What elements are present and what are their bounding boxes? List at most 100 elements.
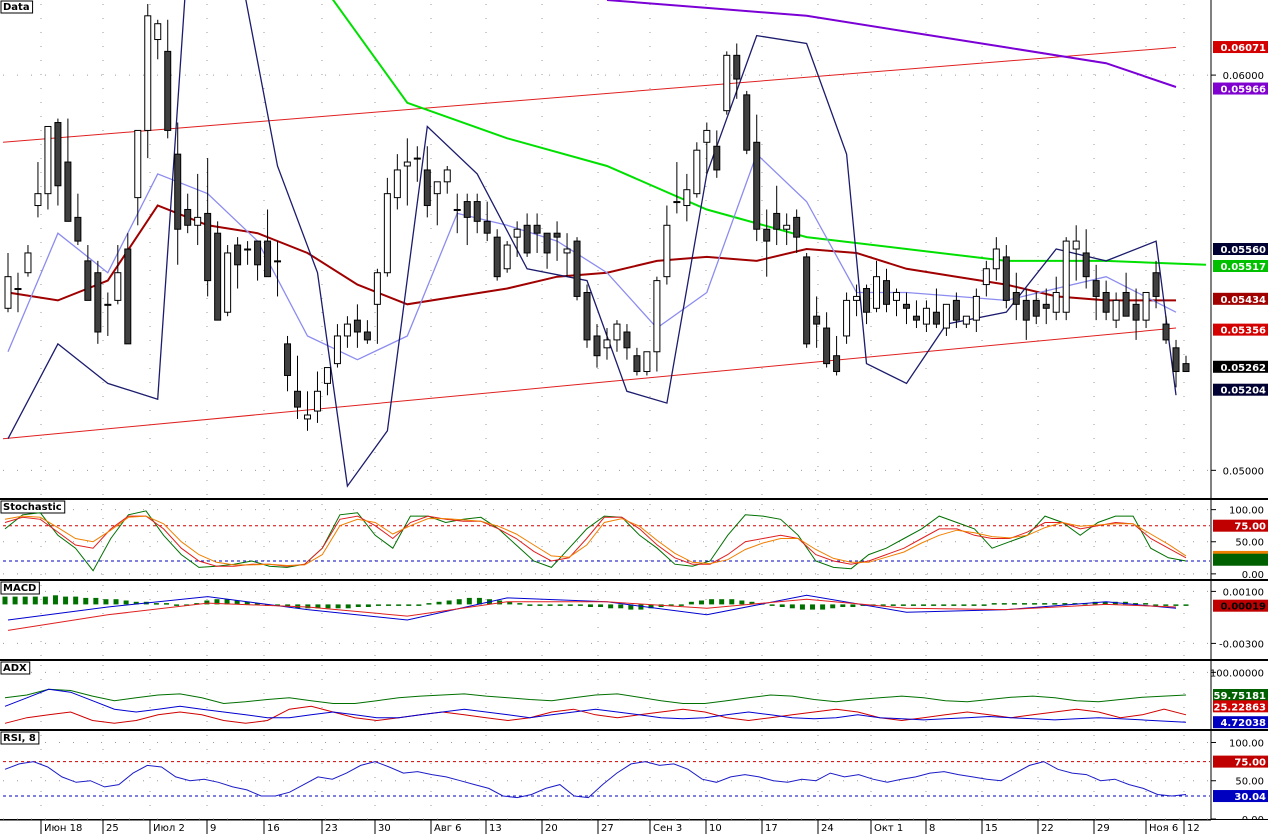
value-tag: 0.05204 [1213,383,1268,397]
panel-stochastic: 100.00 50.00 0.00 Stochastic [0,500,1268,581]
candle [144,3,152,159]
candle [763,209,771,277]
macd-histogram-bar [749,601,755,605]
candle [793,209,801,253]
y-tick-label: 100.00000 [1210,668,1264,679]
candle-body [813,315,821,325]
macd-histogram-bar [719,599,725,605]
candle [603,328,611,360]
x-tick-label: Окт 1 [874,823,903,834]
value-tag-label: 0.06071 [1220,43,1266,54]
candle-body [613,323,621,341]
candle-body [154,23,162,41]
candle-body [883,280,891,305]
x-tick-label: 22 [1041,823,1054,834]
candle-body [873,276,881,309]
candle [733,43,741,99]
panel-title-box [0,731,40,745]
value-tag-label: 0.05560 [1220,245,1266,256]
candle-body [1152,272,1160,297]
macd-histogram-bar [941,604,947,606]
candle-body [353,319,361,333]
candle [1052,276,1060,321]
candle [543,232,551,269]
x-tick-label: 17 [765,823,778,834]
x-tick-label: 27 [601,823,614,834]
macd-histogram-bar [436,601,442,605]
candle [783,213,791,246]
macd-histogram-bar [537,604,543,606]
macd-histogram-bar [850,604,856,607]
value-tag-box [1213,755,1268,768]
panel-title: ADX [3,663,27,674]
candle-body [214,232,222,321]
panel-title-box [0,661,31,675]
candle [982,260,990,297]
x-tick-label: Ноя 6 [1149,823,1178,834]
candle [573,237,581,301]
macd-histogram-bar [527,604,533,606]
macd-histogram-bar [93,597,99,605]
value-tag-box [1213,790,1268,803]
candle-body [982,268,990,286]
candle [593,324,601,368]
macd-histogram-bar [83,597,89,605]
candle-body [1002,256,1010,301]
candle-body [1082,252,1090,278]
candle-body [493,236,501,278]
macd-histogram-bar [618,604,624,609]
candle [443,166,451,194]
macd-histogram-bar [476,597,482,605]
macd-histogram-bar [648,604,654,609]
candle-body [823,327,831,365]
macd-histogram-bar [275,604,281,606]
candle-body [573,240,581,297]
candle [1112,292,1120,329]
macd-histogram-bar [709,599,715,605]
candle-body [703,129,711,143]
macd-histogram-bar [466,597,472,605]
value-tag-box [1213,323,1268,336]
value-tag: 0.06071 [1213,41,1268,54]
price-series [2,0,1207,488]
value-tag-box [1213,519,1268,532]
x-tick-label: Сен 3 [653,823,682,834]
x-tick-label: 30 [378,823,391,834]
candle [483,201,491,242]
candle [194,173,202,246]
candle-body [64,161,72,222]
candle-body [1092,280,1100,297]
macd-histogram-bar [921,604,927,606]
candle-body [483,220,491,234]
value-tag-label: 0.05434 [1220,295,1266,306]
macd-histogram-bar [305,604,311,609]
candle-body [853,295,861,301]
panel-title: MACD [3,583,36,594]
macd-histogram-bar [355,604,361,607]
candle [633,347,641,376]
candle-body [513,228,521,238]
value-tag: 75.00 [1213,755,1268,769]
moving-average-line [606,0,1177,88]
macd-histogram-bar [547,604,553,606]
candle [932,288,940,329]
candle [393,154,401,210]
candle-body [783,224,791,230]
candle [1122,272,1130,317]
candle-body [343,323,351,337]
candle [493,229,501,281]
candle-body [284,343,292,376]
macd-histogram-bar [517,603,523,605]
macd-histogram-bar [315,604,321,609]
candle-body [363,331,371,341]
macd-histogram-bar [1011,603,1017,605]
x-tick-label: Июл 2 [153,823,185,834]
macd-histogram-bar [426,603,432,605]
macd-histogram-bar [779,604,785,607]
candle-body [1022,299,1030,321]
candle-body [932,311,940,325]
value-tag: 25.22863 [1213,700,1268,713]
panel-title-box [0,0,34,14]
macd-histogram-bar [698,600,704,605]
candle-body [1172,347,1180,373]
